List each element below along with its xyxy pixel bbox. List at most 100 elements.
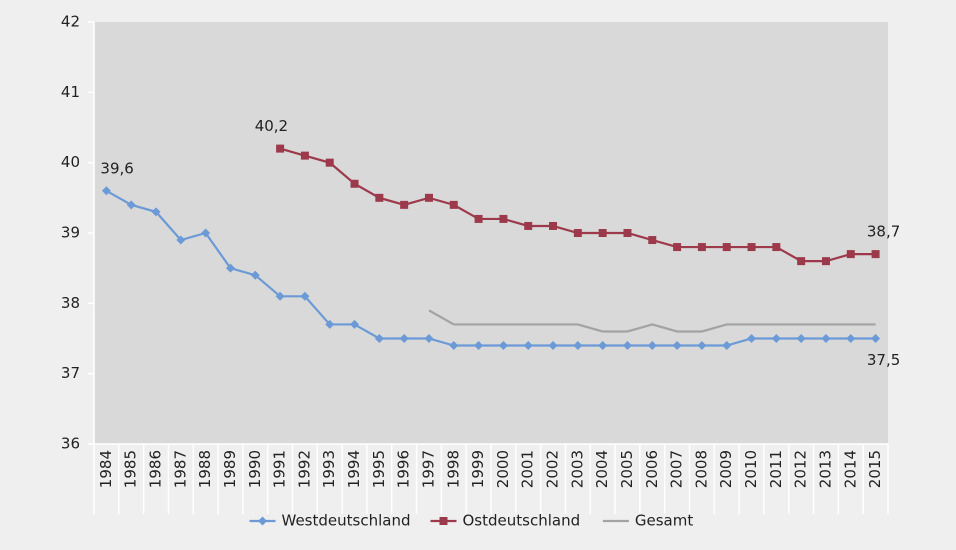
point — [747, 243, 756, 252]
y-tick-label: 40 — [61, 153, 80, 171]
data-label: 38,7 — [867, 223, 900, 241]
point — [474, 214, 483, 223]
point — [250, 270, 260, 280]
point — [598, 229, 607, 237]
point — [697, 341, 707, 351]
y-tick-label: 36 — [61, 435, 80, 453]
data-label: 37,5 — [867, 351, 900, 369]
point — [622, 341, 632, 351]
x-tick-label: 2006 — [643, 450, 661, 488]
legend-label: Gesamt — [635, 512, 693, 530]
data-label: 40,2 — [255, 117, 288, 135]
point — [647, 341, 657, 351]
point — [449, 341, 459, 351]
point — [747, 334, 757, 343]
point — [722, 341, 732, 351]
x-tick-label: 1995 — [370, 450, 388, 488]
legend-marker — [439, 517, 448, 525]
point — [771, 334, 781, 343]
point — [300, 151, 309, 160]
point — [176, 235, 186, 245]
x-tick-label: 1991 — [271, 450, 289, 488]
x-tick-label: 1986 — [147, 450, 165, 488]
point — [276, 144, 285, 153]
point — [871, 250, 880, 259]
x-tick-label: 1992 — [295, 450, 313, 488]
x-tick-label: 1996 — [395, 450, 413, 488]
x-tick-label: 2015 — [866, 450, 884, 488]
x-tick-label: 1985 — [122, 450, 140, 488]
y-tick-label: 41 — [61, 83, 80, 101]
x-tick-label: 1998 — [444, 450, 462, 488]
point — [524, 221, 533, 230]
series-line — [428, 309, 876, 333]
point — [275, 291, 285, 301]
series-line — [105, 189, 876, 347]
point — [648, 236, 657, 245]
point — [151, 207, 161, 217]
point — [523, 341, 533, 351]
x-tick-label: 1990 — [246, 450, 264, 488]
x-tick-label: 2004 — [593, 450, 611, 488]
point — [350, 179, 359, 188]
x-tick-label: 1997 — [419, 450, 437, 488]
point — [325, 319, 335, 329]
point — [225, 263, 235, 273]
point — [821, 334, 831, 343]
data-label: 39,6 — [100, 159, 133, 177]
x-tick-label: 1987 — [171, 450, 189, 488]
point — [548, 341, 558, 351]
point — [498, 341, 508, 351]
x-tick-label: 2000 — [494, 450, 512, 488]
point — [424, 193, 433, 202]
point — [325, 158, 334, 167]
x-tick-label: 1993 — [320, 450, 338, 488]
point — [201, 228, 211, 238]
point — [350, 319, 360, 329]
point — [374, 334, 384, 343]
point — [399, 334, 409, 343]
point — [300, 291, 310, 301]
x-tick-label: 2003 — [568, 450, 586, 488]
x-tick-label: 2010 — [742, 450, 760, 488]
point — [673, 243, 682, 252]
point — [375, 193, 384, 202]
point — [697, 243, 706, 252]
point — [722, 243, 731, 252]
point — [573, 229, 582, 237]
x-tick-label: 2001 — [519, 450, 537, 488]
point — [772, 243, 781, 252]
y-tick-label: 39 — [61, 224, 80, 242]
x-tick-label: 1984 — [97, 450, 115, 488]
y-tick-label: 42 — [61, 13, 80, 31]
x-tick-label: 2013 — [816, 450, 834, 488]
point — [821, 257, 830, 266]
point — [573, 341, 583, 351]
point — [796, 334, 806, 343]
legend-label: Westdeutschland — [282, 512, 411, 530]
x-tick-label: 1989 — [221, 450, 239, 488]
point — [474, 341, 484, 351]
x-tick-label: 1994 — [345, 450, 363, 488]
point — [400, 200, 409, 209]
point — [846, 334, 856, 343]
point — [623, 229, 632, 237]
x-tick-label: 1999 — [469, 450, 487, 488]
legend-label: Ostdeutschland — [463, 512, 581, 530]
point — [672, 341, 682, 351]
point — [449, 200, 458, 209]
x-tick-label: 1988 — [196, 450, 214, 488]
series — [276, 144, 880, 266]
point — [797, 257, 806, 266]
x-tick-label: 2007 — [668, 450, 686, 488]
x-tick-label: 2005 — [618, 450, 636, 488]
series — [428, 309, 876, 333]
point — [499, 214, 508, 223]
legend-marker — [258, 516, 267, 526]
plot-area — [94, 22, 888, 444]
y-tick-label: 37 — [61, 364, 80, 382]
x-tick-label: 2011 — [767, 450, 785, 488]
point — [126, 200, 136, 210]
point — [598, 341, 608, 351]
